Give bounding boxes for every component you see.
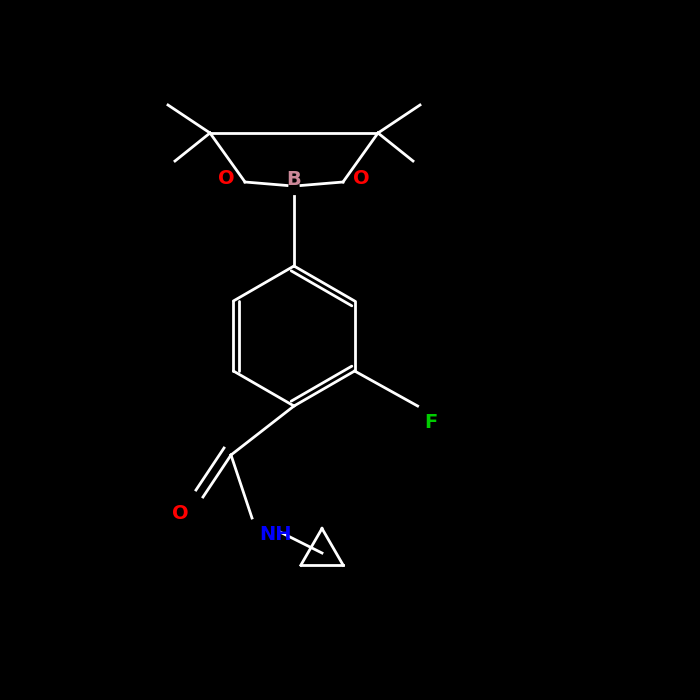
Text: F: F [425,413,438,432]
Text: NH: NH [259,525,291,544]
Text: B: B [286,170,302,189]
Text: O: O [172,504,189,523]
Text: O: O [354,169,370,188]
Text: O: O [218,169,234,188]
